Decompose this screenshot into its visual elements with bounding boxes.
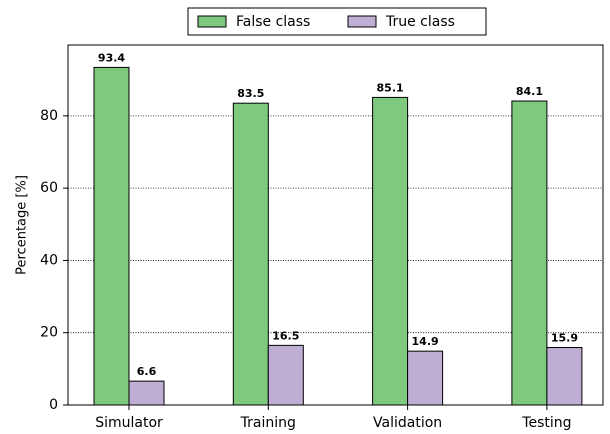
value-label: 84.1 xyxy=(516,85,543,98)
x-tick-label: Validation xyxy=(373,415,442,431)
y-tick-label: 0 xyxy=(49,397,58,413)
y-tick-label: 80 xyxy=(40,108,58,124)
x-tick-label: Training xyxy=(240,415,296,431)
value-label: 16.5 xyxy=(272,329,299,342)
value-label: 15.9 xyxy=(551,332,578,345)
bar xyxy=(93,66,130,406)
y-tick-label: 60 xyxy=(40,180,58,196)
bar xyxy=(267,344,304,406)
bar xyxy=(511,100,548,406)
x-tick-label: Simulator xyxy=(95,415,163,431)
plot-frame xyxy=(67,44,604,406)
legend-swatch xyxy=(197,15,227,28)
value-label: 85.1 xyxy=(377,81,404,94)
bar xyxy=(128,380,165,406)
bar xyxy=(407,350,444,406)
value-label: 6.6 xyxy=(137,365,157,378)
value-label: 83.5 xyxy=(237,87,264,100)
y-tick-label: 40 xyxy=(40,252,58,268)
legend-label: False class xyxy=(236,14,310,30)
y-axis-label: Percentage [%] xyxy=(15,175,30,275)
bar xyxy=(372,96,409,406)
value-label: 93.4 xyxy=(98,51,125,64)
y-tick-label: 20 xyxy=(40,325,58,341)
value-label: 14.9 xyxy=(412,335,439,348)
bar xyxy=(546,347,583,406)
x-tick-label: Testing xyxy=(521,415,571,431)
bar xyxy=(232,102,269,406)
legend-box xyxy=(187,7,487,36)
legend-label: True class xyxy=(385,14,455,30)
legend-swatch xyxy=(347,15,377,28)
